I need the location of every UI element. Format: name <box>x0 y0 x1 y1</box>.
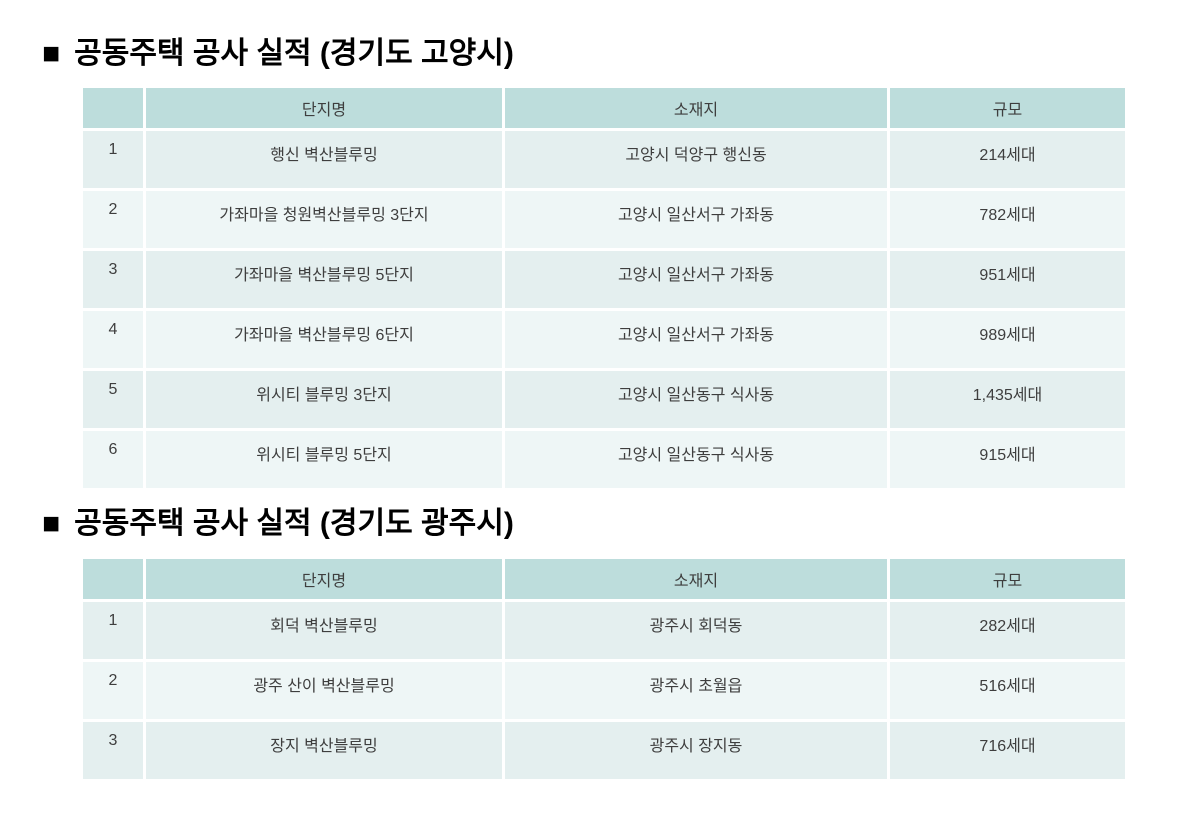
complex-name: 위시티 블루밍 3단지 <box>146 371 502 428</box>
section-title-text: 공동주택 공사 실적 (경기도 고양시) <box>74 37 514 70</box>
table-header-row: 단지명 소재지 규모 <box>83 559 1125 599</box>
construction-table-goyang: 단지명 소재지 규모 1 행신 벽산블루밍 고양시 덕양구 행신동 214세대 … <box>80 85 1128 491</box>
col-header-complex: 단지명 <box>146 559 502 599</box>
section-title-gwangju: ■ 공동주택 공사 실적 (경기도 광주시) <box>42 498 514 542</box>
scale: 951세대 <box>890 251 1125 308</box>
scale: 516세대 <box>890 662 1125 719</box>
location: 광주시 초월읍 <box>505 662 887 719</box>
row-number: 3 <box>83 722 143 779</box>
row-number: 1 <box>83 602 143 659</box>
location: 고양시 일산서구 가좌동 <box>505 191 887 248</box>
complex-name: 가좌마을 청원벽산블루밍 3단지 <box>146 191 502 248</box>
table-row: 3 장지 벽산블루밍 광주시 장지동 716세대 <box>83 722 1125 779</box>
table-row: 3 가좌마을 벽산블루밍 5단지 고양시 일산서구 가좌동 951세대 <box>83 251 1125 308</box>
location: 고양시 덕양구 행신동 <box>505 131 887 188</box>
location: 고양시 일산서구 가좌동 <box>505 311 887 368</box>
table-row: 4 가좌마을 벽산블루밍 6단지 고양시 일산서구 가좌동 989세대 <box>83 311 1125 368</box>
table-row: 2 광주 산이 벽산블루밍 광주시 초월읍 516세대 <box>83 662 1125 719</box>
scale: 716세대 <box>890 722 1125 779</box>
col-header-scale: 규모 <box>890 88 1125 128</box>
row-number: 5 <box>83 371 143 428</box>
col-header-no <box>83 88 143 128</box>
complex-name: 가좌마을 벽산블루밍 5단지 <box>146 251 502 308</box>
row-number: 2 <box>83 662 143 719</box>
row-number: 3 <box>83 251 143 308</box>
row-number: 4 <box>83 311 143 368</box>
section-title-goyang: ■ 공동주택 공사 실적 (경기도 고양시) <box>42 28 514 72</box>
location: 고양시 일산동구 식사동 <box>505 431 887 488</box>
complex-name: 광주 산이 벽산블루밍 <box>146 662 502 719</box>
scale: 282세대 <box>890 602 1125 659</box>
location: 광주시 장지동 <box>505 722 887 779</box>
location: 고양시 일산동구 식사동 <box>505 371 887 428</box>
complex-name: 회덕 벽산블루밍 <box>146 602 502 659</box>
row-number: 1 <box>83 131 143 188</box>
complex-name: 행신 벽산블루밍 <box>146 131 502 188</box>
square-bullet-icon: ■ <box>42 37 61 70</box>
table-row: 6 위시티 블루밍 5단지 고양시 일산동구 식사동 915세대 <box>83 431 1125 488</box>
scale: 782세대 <box>890 191 1125 248</box>
scale: 214세대 <box>890 131 1125 188</box>
table-row: 1 회덕 벽산블루밍 광주시 회덕동 282세대 <box>83 602 1125 659</box>
complex-name: 위시티 블루밍 5단지 <box>146 431 502 488</box>
location: 광주시 회덕동 <box>505 602 887 659</box>
scale: 915세대 <box>890 431 1125 488</box>
col-header-location: 소재지 <box>505 88 887 128</box>
scale: 989세대 <box>890 311 1125 368</box>
complex-name: 가좌마을 벽산블루밍 6단지 <box>146 311 502 368</box>
complex-name: 장지 벽산블루밍 <box>146 722 502 779</box>
table-header-row: 단지명 소재지 규모 <box>83 88 1125 128</box>
table-row: 5 위시티 블루밍 3단지 고양시 일산동구 식사동 1,435세대 <box>83 371 1125 428</box>
construction-table-gwangju: 단지명 소재지 규모 1 회덕 벽산블루밍 광주시 회덕동 282세대 2 광주… <box>80 556 1128 782</box>
section-title-text: 공동주택 공사 실적 (경기도 광주시) <box>74 507 514 540</box>
table-row: 2 가좌마을 청원벽산블루밍 3단지 고양시 일산서구 가좌동 782세대 <box>83 191 1125 248</box>
col-header-no <box>83 559 143 599</box>
table-row: 1 행신 벽산블루밍 고양시 덕양구 행신동 214세대 <box>83 131 1125 188</box>
row-number: 2 <box>83 191 143 248</box>
col-header-complex: 단지명 <box>146 88 502 128</box>
col-header-location: 소재지 <box>505 559 887 599</box>
location: 고양시 일산서구 가좌동 <box>505 251 887 308</box>
col-header-scale: 규모 <box>890 559 1125 599</box>
row-number: 6 <box>83 431 143 488</box>
scale: 1,435세대 <box>890 371 1125 428</box>
square-bullet-icon: ■ <box>42 507 61 540</box>
